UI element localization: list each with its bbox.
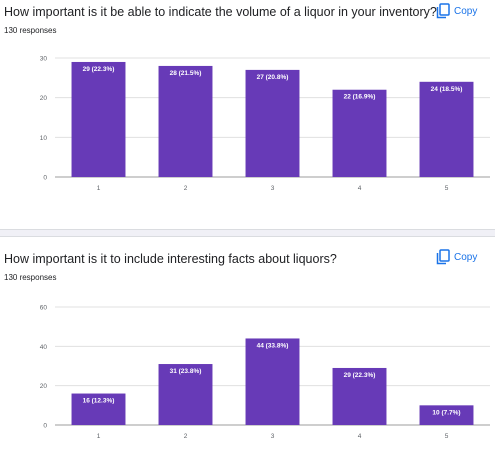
y-tick-label: 60 — [40, 305, 48, 312]
data-label: 10 (7.7%) — [432, 409, 460, 416]
bar[interactable] — [158, 364, 213, 425]
y-tick-label: 20 — [40, 95, 48, 102]
y-tick-label: 30 — [40, 56, 48, 63]
bar[interactable] — [245, 338, 300, 425]
question-card-2: How important is it to include interesti… — [0, 237, 495, 457]
copy-button-label: Copy — [454, 5, 478, 17]
question-card-1: How important is it be able to indicate … — [4, 3, 490, 192]
data-label: 16 (12.3%) — [83, 398, 115, 405]
copy-icon — [436, 249, 450, 265]
y-tick-label: 10 — [40, 135, 48, 142]
question-title: How important is it be able to indicate … — [4, 5, 437, 19]
x-tick-label: 1 — [97, 185, 101, 192]
data-label: 27 (20.8%) — [257, 74, 289, 81]
data-label: 29 (22.3%) — [83, 66, 115, 73]
bar[interactable] — [332, 89, 387, 177]
x-tick-label: 5 — [445, 185, 449, 192]
bar[interactable] — [332, 367, 387, 425]
response-count: 130 responses — [4, 26, 57, 35]
x-tick-label: 1 — [97, 433, 101, 440]
question-title: How important is it to include interesti… — [4, 252, 337, 266]
x-tick-label: 5 — [445, 433, 449, 440]
x-tick-label: 2 — [184, 433, 188, 440]
response-count: 130 responses — [4, 273, 57, 282]
card-divider — [0, 229, 495, 237]
x-tick-label: 4 — [358, 433, 362, 440]
x-tick-label: 3 — [271, 433, 275, 440]
copy-button-label: Copy — [454, 251, 478, 263]
x-tick-label: 3 — [271, 185, 275, 192]
y-tick-label: 0 — [43, 175, 47, 182]
data-label: 22 (16.9%) — [344, 94, 376, 101]
data-label: 29 (22.3%) — [344, 372, 376, 379]
data-label: 28 (21.5%) — [170, 70, 202, 77]
x-tick-label: 2 — [184, 185, 188, 192]
y-tick-label: 0 — [43, 423, 47, 430]
bar[interactable] — [158, 65, 213, 177]
bar[interactable] — [71, 393, 126, 425]
copy-button[interactable]: Copy — [436, 3, 477, 19]
y-tick-label: 40 — [40, 344, 48, 351]
bar[interactable] — [419, 81, 474, 177]
copy-button[interactable]: Copy — [436, 249, 477, 265]
y-tick-label: 20 — [40, 383, 48, 390]
bar-chart: 0 10 20 30 29 (22.3%) 1 28 (21.5%) 2 27 (20.8%) 3… — [40, 56, 490, 192]
data-label: 44 (33.8%) — [257, 342, 289, 349]
bar-chart: 0 20 40 60 16 (12.3%) 1 31 (23.8%) 2 44 (33.8%) 3… — [40, 305, 490, 440]
x-tick-label: 4 — [358, 185, 362, 192]
bar[interactable] — [245, 69, 300, 177]
bar[interactable] — [71, 61, 126, 177]
copy-icon — [436, 3, 450, 19]
bar[interactable] — [419, 405, 474, 425]
data-label: 24 (18.5%) — [431, 86, 463, 93]
data-label: 31 (23.8%) — [170, 368, 202, 375]
